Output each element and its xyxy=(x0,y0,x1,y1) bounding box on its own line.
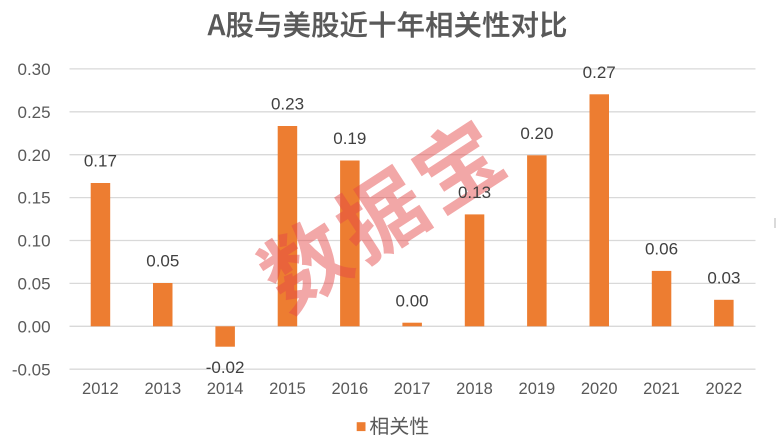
svg-text:2018: 2018 xyxy=(456,380,493,398)
svg-text:0.20: 0.20 xyxy=(18,146,51,165)
svg-text:0.20: 0.20 xyxy=(520,124,553,143)
svg-text:0.03: 0.03 xyxy=(707,268,740,287)
svg-text:0.05: 0.05 xyxy=(18,275,51,294)
svg-text:0.23: 0.23 xyxy=(271,95,304,114)
svg-text:2015: 2015 xyxy=(269,380,306,398)
svg-text:0.13: 0.13 xyxy=(458,183,491,202)
svg-text:0.25: 0.25 xyxy=(18,103,51,122)
svg-text:0.00: 0.00 xyxy=(18,317,51,336)
svg-text:0.30: 0.30 xyxy=(18,60,51,79)
svg-text:2014: 2014 xyxy=(207,380,244,398)
svg-text:2017: 2017 xyxy=(394,380,431,398)
svg-text:2013: 2013 xyxy=(144,380,181,398)
svg-text:0.10: 0.10 xyxy=(18,232,51,251)
svg-text:0.06: 0.06 xyxy=(645,240,678,259)
svg-text:-0.05: -0.05 xyxy=(12,360,51,379)
svg-text:2022: 2022 xyxy=(706,380,743,398)
svg-text:2016: 2016 xyxy=(331,380,368,398)
svg-text:-0.02: -0.02 xyxy=(206,358,245,377)
svg-text:2019: 2019 xyxy=(519,380,556,398)
svg-text:0.15: 0.15 xyxy=(18,189,51,208)
svg-text:2012: 2012 xyxy=(82,380,119,398)
svg-text:0.19: 0.19 xyxy=(333,129,366,148)
svg-text:2021: 2021 xyxy=(643,380,680,398)
svg-text:0.27: 0.27 xyxy=(583,63,616,82)
svg-text:0.00: 0.00 xyxy=(396,291,429,310)
svg-text:0.05: 0.05 xyxy=(146,252,179,271)
svg-text:2020: 2020 xyxy=(581,380,618,398)
svg-text:0.17: 0.17 xyxy=(84,152,117,171)
